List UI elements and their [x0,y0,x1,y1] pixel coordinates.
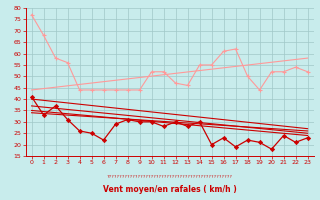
Text: ????????????????????????????????????????????????: ????????????????????????????????????????… [107,175,233,179]
X-axis label: Vent moyen/en rafales ( km/h ): Vent moyen/en rafales ( km/h ) [103,185,236,194]
